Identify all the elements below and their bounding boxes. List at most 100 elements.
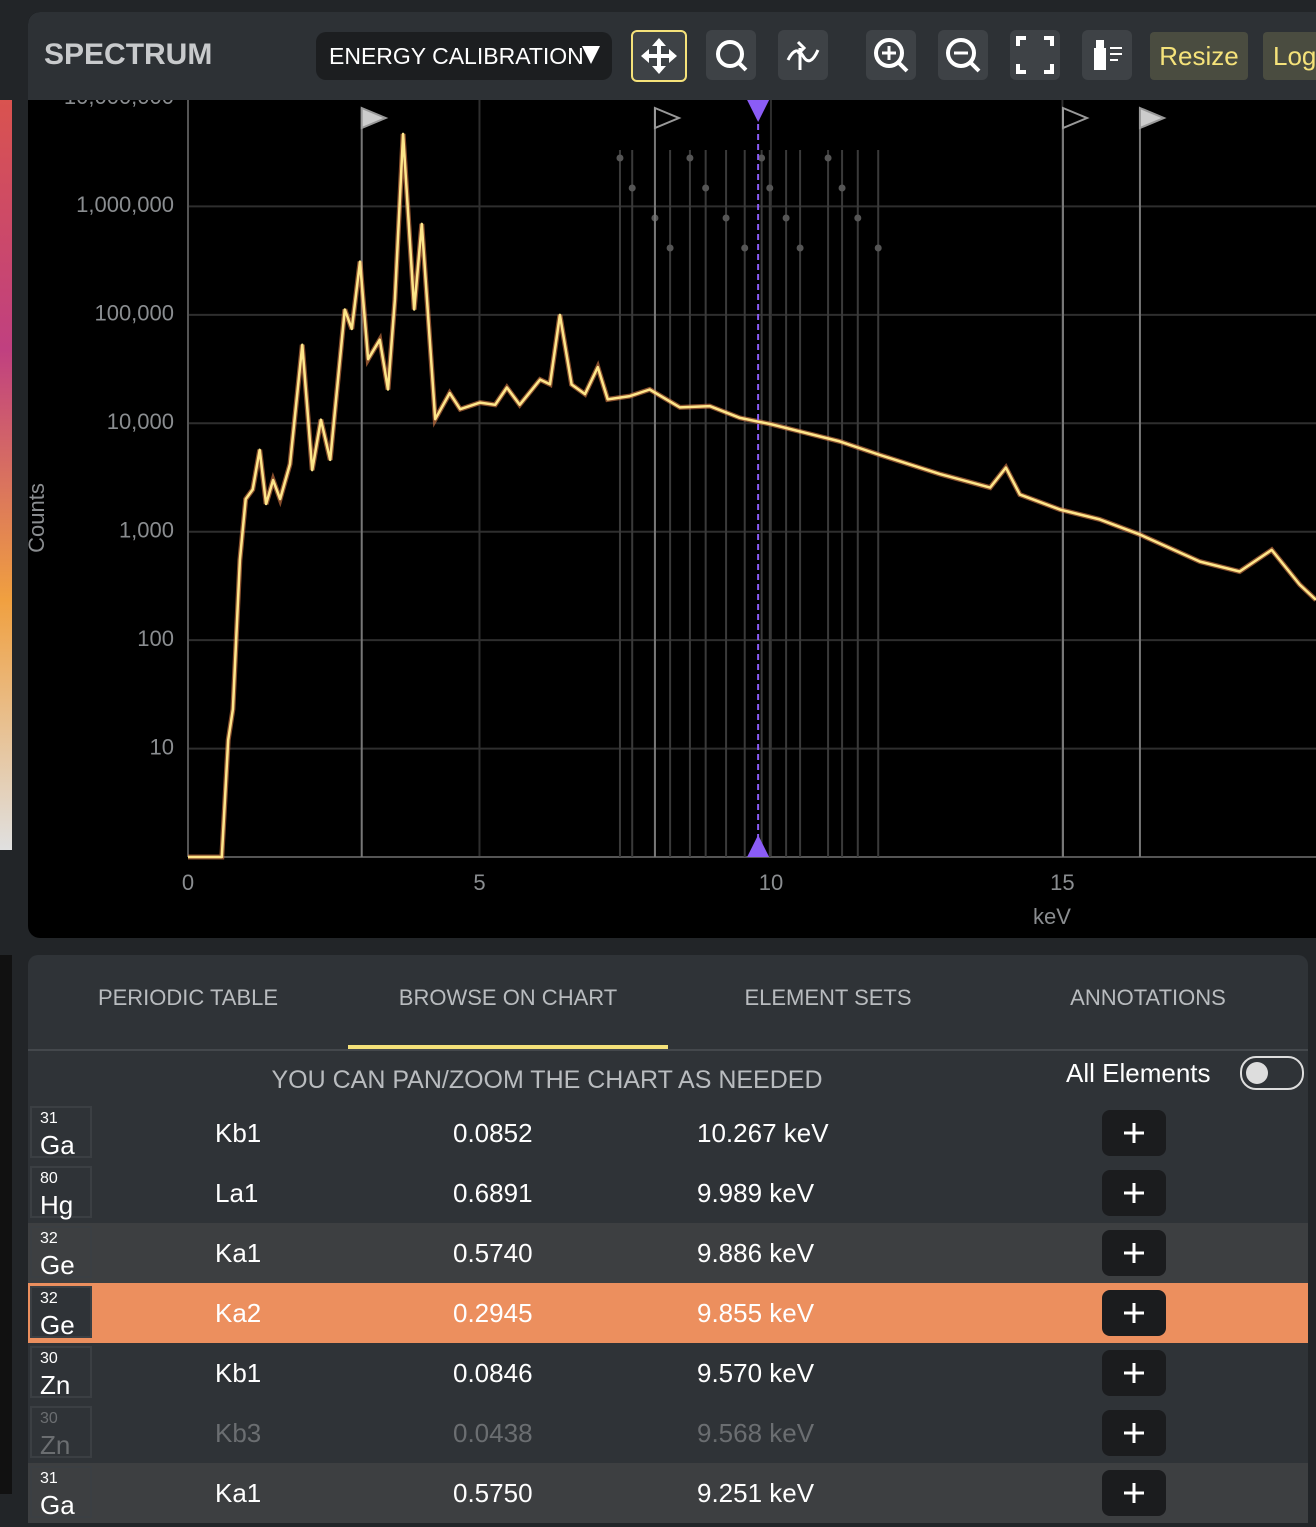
line-name: Ka1 (215, 1238, 262, 1268)
flag (653, 106, 682, 130)
plus-shape (1124, 1183, 1144, 1203)
dropdown-arrow (582, 46, 600, 64)
x-tick-label: 10 (759, 870, 783, 895)
line-name: Kb1 (215, 1358, 262, 1388)
add-button[interactable] (1102, 1110, 1166, 1156)
element-dot (766, 184, 774, 192)
fullscreen-button[interactable] (1010, 30, 1060, 80)
spectrum-line (188, 132, 1316, 859)
element-dot (722, 214, 730, 222)
flag (1138, 106, 1167, 130)
intensity: 0.0852 (453, 1118, 533, 1148)
atomic-number: 31 (40, 1470, 58, 1487)
element-dot (838, 184, 846, 192)
plus-shape (1124, 1363, 1144, 1383)
element-symbol: Zn (40, 1370, 71, 1400)
dropdown[interactable]: ENERGY CALIBRATION (316, 32, 612, 80)
log-button[interactable]: Log (1263, 32, 1316, 80)
add-button[interactable] (1102, 1470, 1166, 1516)
hint: YOU CAN PAN/ZOOM THE CHART AS NEEDED (271, 1066, 823, 1094)
pan-button[interactable] (631, 30, 687, 82)
add-button[interactable] (1102, 1350, 1166, 1396)
line-name: Ka2 (215, 1298, 262, 1328)
element-dot (782, 214, 790, 222)
table-row[interactable]: 30 Zn Kb1 0.0846 9.570 keV (28, 1343, 1308, 1403)
add-button[interactable] (1102, 1170, 1166, 1216)
x-tick-label: 5 (473, 870, 485, 895)
plus-icon (1124, 1123, 1144, 1143)
element-box: 32 Ge (30, 1226, 92, 1280)
add-button[interactable] (1102, 1230, 1166, 1276)
toggle-label: All Elements (1066, 1058, 1211, 1088)
energy: 10.267 keV (697, 1118, 829, 1148)
table-row[interactable]: 30 Zn Kb3 0.0438 9.568 keV (28, 1403, 1308, 1463)
plus-shape (1124, 1423, 1144, 1443)
tab[interactable]: ELEMENT SETS (744, 985, 912, 1010)
element-box: 32 Ge (30, 1286, 92, 1340)
plus-shape (1124, 1303, 1144, 1323)
atomic-number: 30 (40, 1350, 58, 1367)
x-tick-label: 0 (182, 870, 194, 895)
y-axis-label: Counts (24, 483, 49, 553)
spray-button[interactable] (1082, 30, 1132, 80)
element-dot (741, 244, 749, 252)
energy: 9.989 keV (697, 1178, 815, 1208)
element-box: 30 Zn (30, 1346, 92, 1400)
intensity: 0.2945 (453, 1298, 533, 1328)
energy: 9.570 keV (697, 1358, 815, 1388)
element-dot (628, 184, 636, 192)
plot-layer: 101001,00010,000100,0001,000,00010,000,0… (64, 84, 1316, 895)
element-symbol: Zn (40, 1430, 71, 1460)
toggle[interactable] (1240, 1056, 1304, 1090)
add-button[interactable] (1102, 1410, 1166, 1456)
dropdown-label: ENERGY CALIBRATION (329, 43, 584, 69)
atomic-number: 32 (40, 1230, 58, 1247)
y-tick-label: 10 (150, 734, 174, 759)
zoom-select-button[interactable] (706, 30, 756, 80)
flag (1062, 106, 1090, 130)
toggle-knob (1246, 1062, 1268, 1084)
element-symbol: Hg (40, 1190, 74, 1220)
tab[interactable]: ANNOTATIONS (1070, 985, 1226, 1010)
element-dot (702, 184, 710, 192)
intensity: 0.0438 (453, 1418, 533, 1448)
chart: Counts keV 101001,00010,000100,0001,000,… (24, 84, 1316, 929)
table-row[interactable]: 31 Ga Kb1 0.0852 10.267 keV (28, 1103, 1308, 1163)
chart-panel (28, 12, 1316, 938)
tab[interactable]: PERIODIC TABLE (97, 985, 279, 1010)
plus-icon (1124, 1423, 1144, 1443)
plus-shape (1124, 1483, 1144, 1503)
page: Counts keV 10 100 1,000 10,000 100,000 1,000,… (0, 12, 1316, 1523)
intensity: 0.6891 (453, 1178, 533, 1208)
cursor-bottom (747, 835, 770, 857)
table-row[interactable]: 32 Ge Ka1 0.5740 9.886 keV (28, 1223, 1308, 1283)
energy: 9.855 keV (697, 1298, 815, 1328)
plus-icon (1124, 1483, 1144, 1503)
table-row[interactable]: 31 Ga Ka1 0.5750 9.251 keV (28, 1463, 1308, 1523)
element-box: 31 Ga (30, 1106, 92, 1160)
fit-button[interactable] (778, 30, 828, 80)
tab[interactable]: BROWSE ON CHART (398, 985, 618, 1010)
table-row[interactable]: 80 Hg La1 0.6891 9.989 keV (28, 1163, 1308, 1223)
y-tick-label: 100 (137, 626, 174, 651)
tab-indicator (348, 1045, 668, 1049)
table-row[interactable]: 32 Ge Ka2 0.2945 9.855 keV (28, 1283, 1308, 1343)
x-tick-label: 15 (1050, 870, 1074, 895)
element-dot (874, 244, 882, 252)
add-button[interactable] (1102, 1290, 1166, 1336)
element-symbol: Ga (40, 1490, 75, 1520)
plus-icon (1124, 1303, 1144, 1323)
element-dot (824, 154, 832, 162)
atomic-number: 30 (40, 1410, 58, 1427)
x-axis-label: keV (1033, 904, 1071, 929)
element-dot (796, 244, 804, 252)
element-box: 31 Ga (30, 1466, 92, 1520)
zoom-out-button[interactable] (938, 30, 988, 80)
atomic-number: 32 (40, 1290, 58, 1307)
element-dot (616, 154, 624, 162)
resize-button[interactable]: Resize (1150, 32, 1248, 80)
zoom-in-button[interactable] (866, 30, 916, 80)
flag (360, 106, 389, 130)
plus-icon (1124, 1243, 1144, 1263)
side-strip (0, 100, 12, 850)
